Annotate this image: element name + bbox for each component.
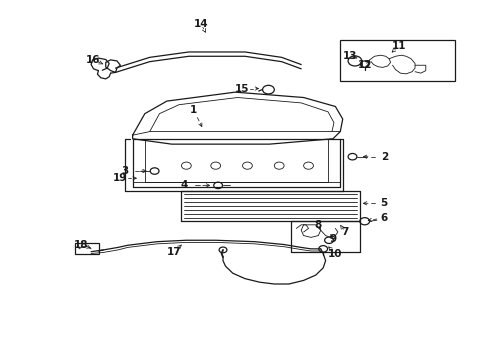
- Text: 1: 1: [190, 105, 197, 115]
- Text: 9: 9: [329, 234, 337, 244]
- Text: 8: 8: [315, 220, 322, 230]
- Text: 15: 15: [235, 84, 250, 94]
- Text: 5: 5: [381, 198, 388, 208]
- Text: 7: 7: [342, 227, 349, 237]
- Bar: [340, 40, 455, 81]
- Text: 10: 10: [328, 248, 343, 258]
- Text: 3: 3: [122, 166, 129, 176]
- Text: 6: 6: [381, 213, 388, 222]
- Text: 19: 19: [113, 173, 127, 183]
- Text: 2: 2: [381, 152, 388, 162]
- Text: 12: 12: [358, 60, 372, 70]
- Text: 17: 17: [167, 247, 181, 257]
- Text: 13: 13: [343, 51, 357, 61]
- Text: 14: 14: [194, 19, 208, 29]
- Text: 16: 16: [86, 55, 101, 65]
- Text: 11: 11: [392, 41, 406, 50]
- Text: 18: 18: [74, 239, 89, 249]
- Text: 4: 4: [180, 180, 188, 190]
